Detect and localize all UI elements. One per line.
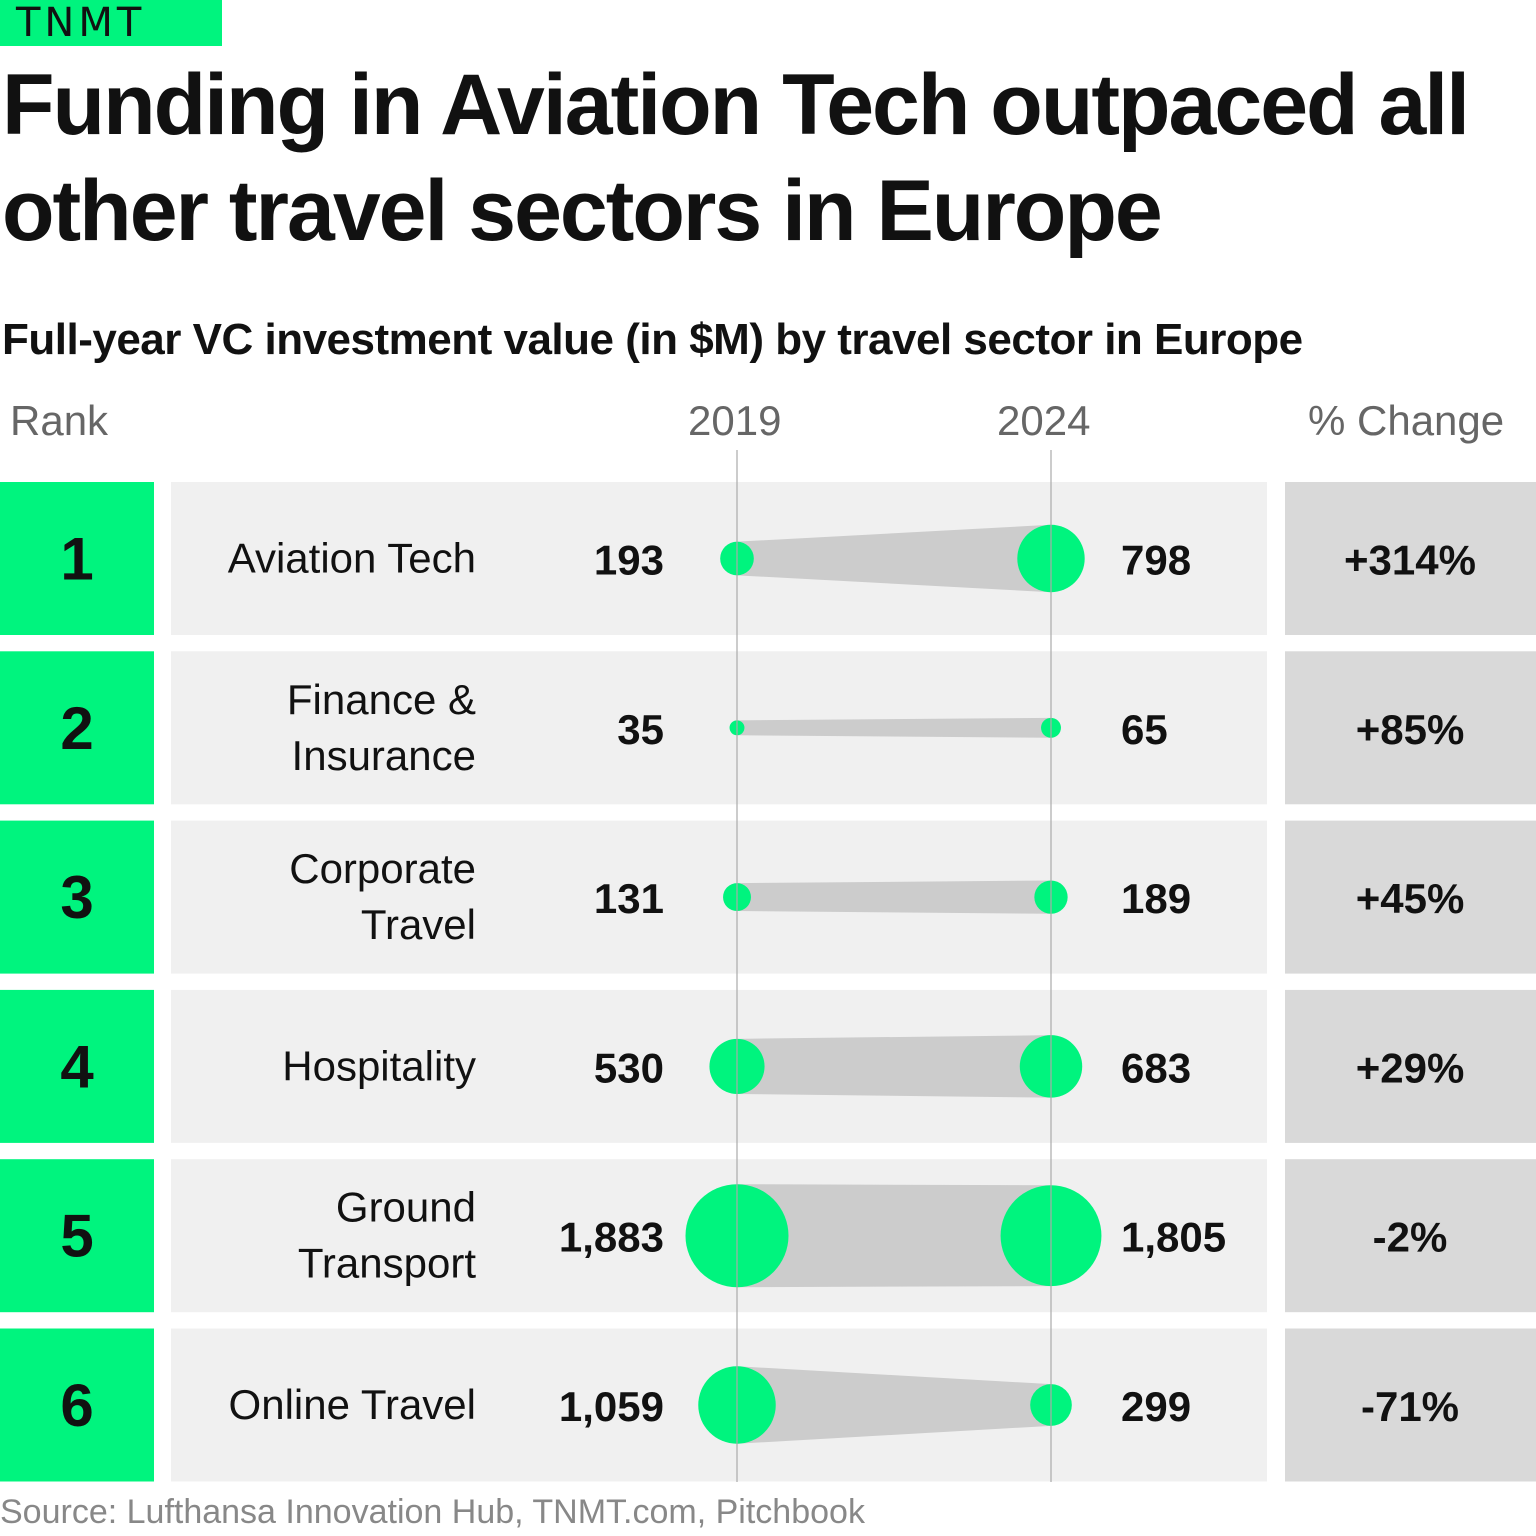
value-2024-label: 1,805 xyxy=(1121,1214,1226,1261)
column-header-change: % Change xyxy=(1308,397,1505,444)
value-2019-label: 35 xyxy=(617,706,664,753)
change-cell xyxy=(1285,820,1536,974)
column-header-2024: 2024 xyxy=(997,397,1091,444)
brand-logo: TNMT xyxy=(0,0,222,46)
value-2019-label: 1,059 xyxy=(559,1383,664,1430)
chart-title: Full-year VC investment value (in $M) by… xyxy=(2,315,1303,364)
rank-number: 3 xyxy=(60,864,93,931)
change-label: +45% xyxy=(1356,875,1465,922)
headline: Funding in Aviation Tech outpaced all ot… xyxy=(2,57,1470,259)
rank-number: 1 xyxy=(60,526,93,593)
sector-label: Aviation Tech xyxy=(228,535,476,582)
change-cell xyxy=(1285,482,1536,635)
value-2019-label: 1,883 xyxy=(559,1214,664,1261)
value-2024-label: 189 xyxy=(1121,875,1191,922)
value-2024-label: 65 xyxy=(1121,706,1168,753)
connector-band xyxy=(737,880,1051,914)
change-cell xyxy=(1285,1328,1536,1482)
column-header-rank: Rank xyxy=(10,397,109,444)
sector-label: Insurance xyxy=(292,732,476,779)
row-background xyxy=(171,651,1267,805)
rank-number: 5 xyxy=(60,1203,93,1270)
value-2019-label: 530 xyxy=(594,1044,664,1091)
value-2019-label: 131 xyxy=(594,875,664,922)
change-label: +314% xyxy=(1344,537,1476,584)
connector-band xyxy=(737,524,1051,593)
column-header-2019: 2019 xyxy=(688,397,782,444)
connector-band xyxy=(737,1035,1051,1098)
sector-label: Hospitality xyxy=(282,1042,476,1089)
value-2024-label: 299 xyxy=(1121,1383,1191,1430)
value-2024-label: 683 xyxy=(1121,1044,1191,1091)
value-2024-label: 798 xyxy=(1121,537,1191,584)
sector-label: Finance & xyxy=(287,676,476,723)
change-label: -2% xyxy=(1373,1214,1448,1261)
brand-logo-text: TNMT xyxy=(16,0,146,46)
rank-cell xyxy=(0,1159,154,1313)
connector-band xyxy=(737,1184,1051,1288)
rank-cell xyxy=(0,651,154,805)
change-label: +85% xyxy=(1356,706,1465,753)
change-cell xyxy=(1285,989,1536,1143)
sector-label: Transport xyxy=(298,1240,477,1287)
change-cell xyxy=(1285,1159,1536,1313)
connector-band xyxy=(737,717,1051,738)
source-note: Source: Lufthansa Innovation Hub, TNMT.c… xyxy=(0,1493,865,1531)
rank-cell xyxy=(0,1328,154,1482)
sector-label: Online Travel xyxy=(229,1381,476,1428)
rank-number: 4 xyxy=(60,1033,94,1100)
rank-cell xyxy=(0,989,154,1143)
rank-number: 2 xyxy=(60,695,93,762)
rank-number: 6 xyxy=(60,1372,93,1439)
connector-band xyxy=(737,1366,1051,1444)
rank-cell xyxy=(0,820,154,974)
value-2019-label: 193 xyxy=(594,537,664,584)
rank-cell xyxy=(0,482,154,635)
change-label: -71% xyxy=(1361,1383,1459,1430)
sector-label: Ground xyxy=(336,1184,476,1231)
sector-label: Travel xyxy=(361,901,476,948)
sector-label: Corporate xyxy=(289,845,476,892)
change-label: +29% xyxy=(1356,1044,1465,1091)
row-background xyxy=(171,820,1267,974)
change-cell xyxy=(1285,651,1536,805)
